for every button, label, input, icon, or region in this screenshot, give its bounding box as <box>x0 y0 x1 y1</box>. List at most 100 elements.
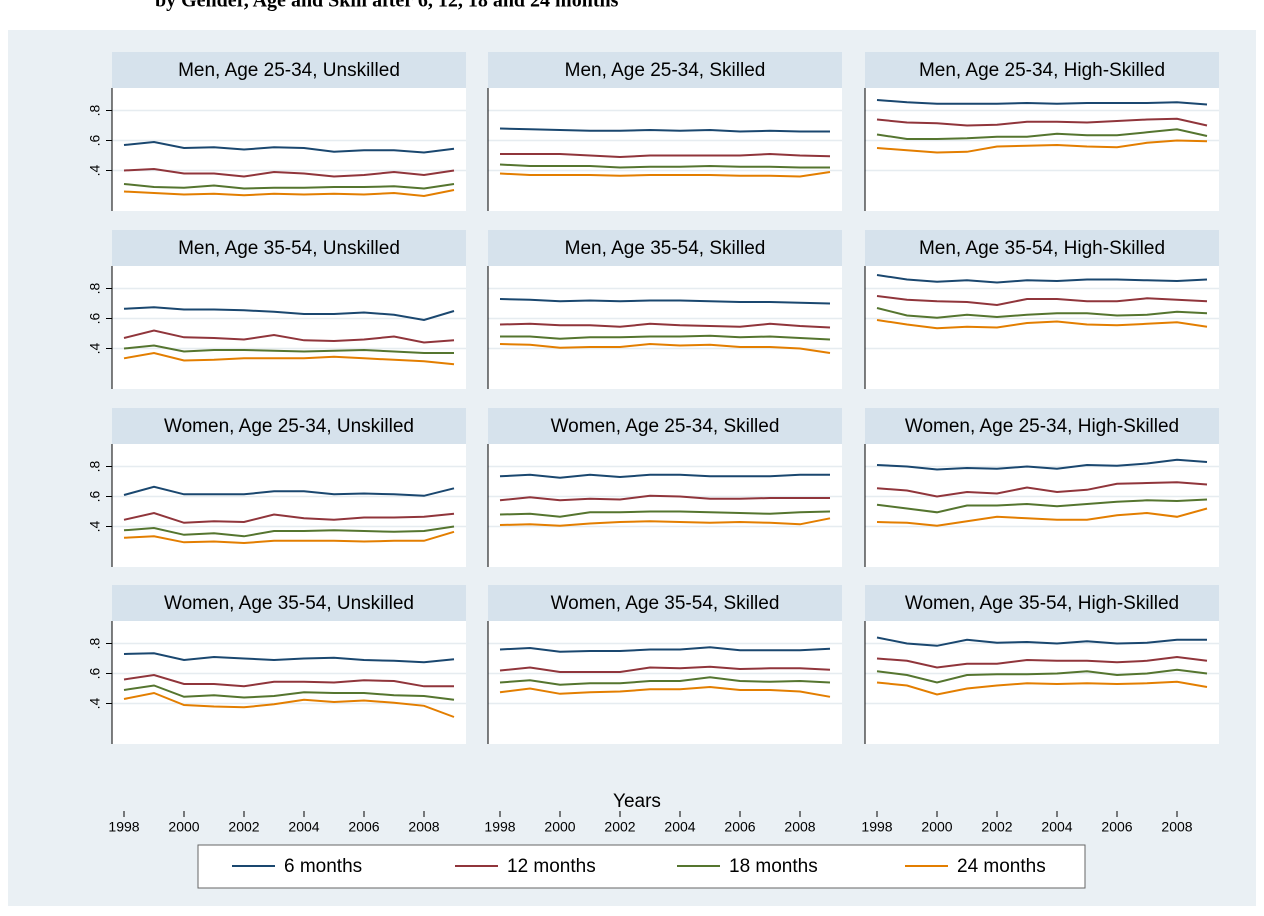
plot-area <box>488 266 842 389</box>
plot-area <box>112 266 466 389</box>
y-tick-label: .4 <box>87 520 103 532</box>
strip <box>112 52 466 88</box>
series-line <box>123 306 455 322</box>
series-line <box>876 680 1208 696</box>
series-line <box>499 342 831 354</box>
panel-title: Women, Age 35-54, High-Skilled <box>905 593 1179 614</box>
y-tick-label: .8 <box>87 104 103 116</box>
series-line <box>123 684 455 701</box>
strip <box>865 585 1219 621</box>
series-line <box>876 139 1208 154</box>
panel-title: Women, Age 25-34, High-Skilled <box>905 416 1179 437</box>
series-line <box>123 183 455 190</box>
series-line <box>123 344 454 354</box>
x-tick-label: 2004 <box>1041 819 1072 835</box>
y-tick-label: .8 <box>87 637 103 649</box>
series-line <box>123 652 455 664</box>
series-line <box>499 517 831 527</box>
series-line <box>876 668 1208 684</box>
x-tick-label: 2000 <box>168 819 199 835</box>
panel-title: Women, Age 35-54, Skilled <box>551 593 780 614</box>
series-line <box>876 117 1208 127</box>
y-tick-label: .6 <box>87 312 103 324</box>
strip <box>112 230 466 266</box>
strip <box>488 585 842 621</box>
series-line <box>876 498 1208 514</box>
panel-title: Women, Age 25-34, Skilled <box>551 416 780 437</box>
plot-area <box>865 88 1219 211</box>
strip <box>112 585 466 621</box>
legend-label: 24 months <box>957 856 1046 877</box>
series-line <box>876 636 1207 647</box>
x-tick-label: 2008 <box>408 819 439 835</box>
series-line <box>876 507 1208 527</box>
series-line <box>876 655 1208 669</box>
series-line <box>499 665 831 673</box>
series-line <box>123 511 455 524</box>
plot-area <box>112 88 466 211</box>
plot-area <box>488 444 842 567</box>
panel-title: Women, Age 35-54, Unskilled <box>164 593 414 614</box>
series-line <box>499 127 830 133</box>
x-tick-label: 2002 <box>604 819 635 835</box>
series-line <box>876 481 1208 498</box>
panel-title: Men, Age 35-54, Unskilled <box>178 238 400 259</box>
panel-title: Men, Age 35-54, Skilled <box>565 238 766 259</box>
x-tick-label: 2006 <box>724 819 755 835</box>
series-line <box>876 307 1208 319</box>
series-line <box>499 298 831 305</box>
y-tick-label: .6 <box>87 667 103 679</box>
x-tick-label: 2006 <box>348 819 379 835</box>
x-axis-title: Years <box>613 791 661 812</box>
x-tick-label: 1998 <box>861 819 892 835</box>
panel-title: Men, Age 25-34, High-Skilled <box>919 60 1165 81</box>
series-line <box>123 167 455 178</box>
series-line <box>499 685 831 698</box>
x-tick-label: 2008 <box>1161 819 1192 835</box>
legend-label: 6 months <box>284 856 362 877</box>
y-tick-label: .4 <box>87 164 103 176</box>
series-line <box>499 473 830 479</box>
series-line <box>499 494 830 502</box>
y-tick-label: .6 <box>87 490 103 502</box>
x-tick-label: 2004 <box>664 819 695 835</box>
series-line <box>123 189 455 198</box>
x-tick-label: 1998 <box>484 819 515 835</box>
series-line <box>123 351 455 366</box>
panel-title: Women, Age 25-34, Unskilled <box>164 416 414 437</box>
strip <box>488 52 842 88</box>
panel-title: Men, Age 25-34, Unskilled <box>178 60 400 81</box>
series-line <box>123 673 454 688</box>
y-tick-label: .8 <box>87 460 103 472</box>
series-line <box>876 295 1208 307</box>
series-line <box>123 530 455 545</box>
series-line <box>123 329 455 344</box>
x-tick-label: 2006 <box>1101 819 1132 835</box>
series-line <box>499 163 830 169</box>
series-line <box>876 274 1208 284</box>
series-line <box>499 646 831 653</box>
series-line <box>876 458 1208 471</box>
y-tick-label: .4 <box>87 697 103 709</box>
series-line <box>123 691 455 718</box>
x-tick-label: 2000 <box>544 819 575 835</box>
strip <box>865 408 1219 444</box>
series-line <box>500 334 831 341</box>
series-line <box>499 171 831 178</box>
panel-title: Men, Age 35-54, High-Skilled <box>919 238 1165 259</box>
y-tick-label: .6 <box>87 134 103 146</box>
series-line <box>499 510 831 518</box>
plot-area <box>112 444 466 567</box>
series-line <box>123 485 455 497</box>
strip <box>488 230 842 266</box>
series-line <box>876 319 1208 330</box>
strip <box>865 230 1219 266</box>
legend-label: 18 months <box>729 856 818 877</box>
series-line <box>876 128 1208 140</box>
x-tick-label: 2000 <box>921 819 952 835</box>
x-tick-label: 2004 <box>288 819 319 835</box>
series-line <box>500 152 831 159</box>
strip <box>865 52 1219 88</box>
x-tick-label: 2002 <box>981 819 1012 835</box>
